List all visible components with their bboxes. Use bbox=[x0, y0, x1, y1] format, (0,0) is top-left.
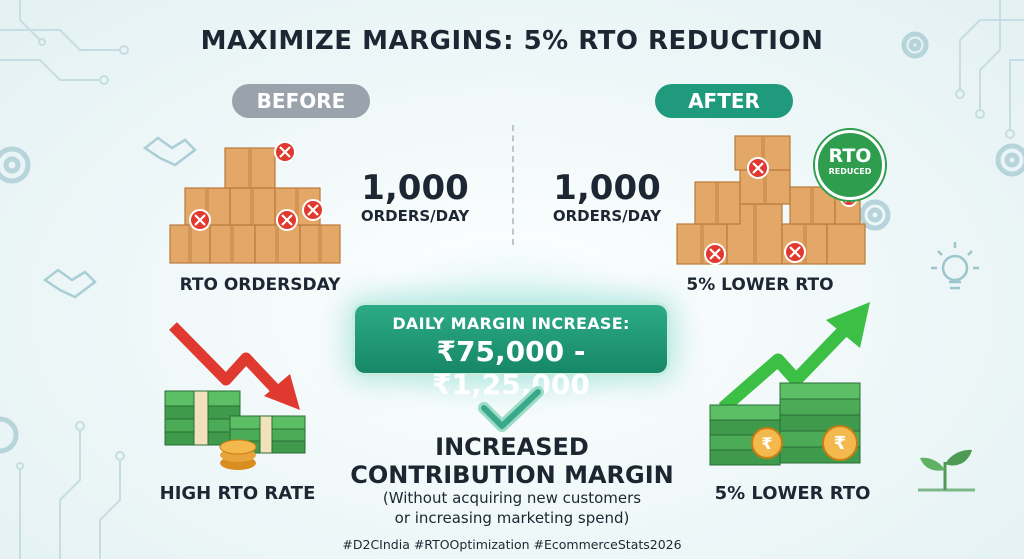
rto-reduced-badge: RTO REDUCED bbox=[815, 130, 885, 200]
center-divider bbox=[512, 125, 514, 245]
cash-stack-icon: ₹ ₹ bbox=[709, 382, 861, 466]
before-bottom-label: HIGH RTO RATE bbox=[159, 483, 316, 504]
result-line-2: CONTRIBUTION MARGIN bbox=[350, 461, 674, 489]
before-box-pile bbox=[169, 141, 341, 264]
before-boxes-label: RTO ORDERSDAY bbox=[179, 275, 341, 295]
sprout-icon bbox=[918, 449, 975, 492]
after-pill: AFTER bbox=[655, 84, 793, 118]
result-note-1: (Without acquiring new customers bbox=[382, 489, 642, 507]
gear-icon bbox=[0, 31, 1024, 454]
before-orders-number: 1,000 bbox=[361, 168, 469, 208]
margin-value: ₹75,000 - ₹1,25,000 bbox=[432, 335, 590, 401]
result-note: (Without acquiring new customers or incr… bbox=[340, 488, 684, 528]
page-title: MAXIMIZE MARGINS: 5% RTO REDUCTION bbox=[200, 26, 824, 56]
result-line-1: INCREASED bbox=[435, 433, 589, 461]
svg-text:₹: ₹ bbox=[761, 434, 772, 453]
svg-text:₹: ₹ bbox=[834, 433, 847, 454]
up-trend-arrow-icon bbox=[718, 302, 870, 413]
lightbulb-icon bbox=[931, 242, 979, 290]
handshake-icon bbox=[42, 136, 197, 299]
checkmark-icon bbox=[478, 386, 544, 432]
before-pill: BEFORE bbox=[232, 84, 370, 118]
down-trend-arrow-icon bbox=[169, 322, 300, 410]
margin-heading: DAILY MARGIN INCREASE: bbox=[392, 314, 630, 333]
result-heading: INCREASED CONTRIBUTION MARGIN bbox=[340, 433, 684, 489]
after-orders-unit: ORDERS/DAY bbox=[552, 207, 662, 225]
result-note-2: or increasing marketing spend) bbox=[394, 509, 630, 527]
after-orders-number: 1,000 bbox=[553, 168, 661, 208]
rupee-coin-icon: ₹ ₹ bbox=[751, 425, 858, 461]
daily-margin-box: DAILY MARGIN INCREASE: ₹75,000 - ₹1,25,0… bbox=[355, 305, 667, 401]
rupee-coin-icon bbox=[219, 439, 257, 470]
hashtags: #D2CIndia #RTOOptimization #EcommerceSta… bbox=[342, 537, 682, 552]
cash-stack-icon bbox=[164, 390, 306, 470]
badge-main-text: RTO bbox=[828, 145, 872, 167]
after-bottom-label: 5% LOWER RTO bbox=[714, 483, 871, 504]
badge-sub-text: REDUCED bbox=[828, 167, 872, 176]
before-orders-unit: ORDERS/DAY bbox=[360, 207, 470, 225]
after-boxes-label: 5% LOWER RTO bbox=[686, 275, 834, 295]
rto-x-marker bbox=[189, 141, 324, 231]
